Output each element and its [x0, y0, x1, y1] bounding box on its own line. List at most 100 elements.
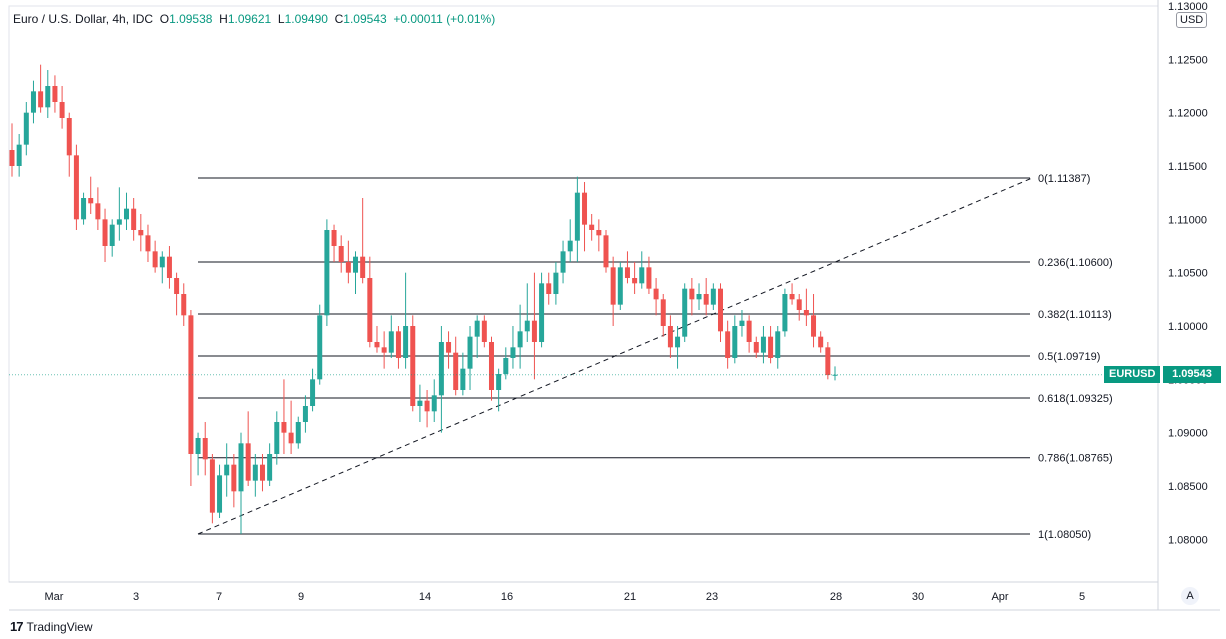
candle-body: [202, 438, 208, 460]
candle-body: [259, 464, 265, 481]
candle-body: [274, 422, 280, 454]
fib-level-label: 0.382(1.10113): [1038, 309, 1112, 321]
candle-body: [710, 288, 716, 305]
y-tick-label: 1.13000: [1168, 1, 1208, 13]
candle-body: [302, 406, 308, 422]
candle-body: [567, 240, 573, 252]
candle-body: [574, 192, 580, 241]
tradingview-logo-icon: 17: [10, 619, 24, 634]
y-tick-label: 1.09000: [1168, 428, 1208, 440]
candle-body: [818, 336, 824, 348]
candle-body: [789, 294, 795, 300]
legend-open: 1.09538: [169, 12, 213, 26]
y-tick-label: 1.08500: [1168, 481, 1208, 493]
x-tick-label: 23: [706, 591, 718, 603]
candle-body: [374, 342, 380, 348]
candle-body: [632, 278, 638, 284]
candle-body: [617, 267, 623, 305]
tradingview-logo[interactable]: 17 TradingView: [10, 619, 93, 634]
candle-body: [45, 86, 51, 108]
candle-body: [367, 278, 373, 342]
candle-body: [531, 320, 537, 342]
x-tick-label: 21: [624, 591, 636, 603]
candle-body: [639, 267, 645, 284]
candle-body: [410, 326, 416, 406]
candle-body: [424, 400, 430, 412]
candle-body: [560, 251, 566, 273]
x-tick-label: 14: [419, 591, 431, 603]
candle-body: [166, 256, 172, 278]
y-tick-label: 1.12500: [1168, 54, 1208, 66]
symbol-tag: EURUSD: [1104, 366, 1161, 383]
candle-body: [159, 256, 165, 268]
candle-body: [116, 219, 122, 225]
candle-body: [653, 288, 659, 300]
candle-body: [746, 320, 752, 342]
candle-body: [145, 235, 151, 252]
candle-body: [209, 459, 215, 513]
candle-body: [524, 320, 530, 332]
y-tick-label: 1.11500: [1168, 161, 1207, 173]
candle-body: [102, 219, 108, 246]
candle-body: [589, 224, 595, 230]
fib-level-label: 0.786(1.08765): [1038, 453, 1113, 465]
candle-body: [725, 331, 731, 358]
auto-scale-button[interactable]: A: [1181, 587, 1199, 605]
y-tick-label: 1.10000: [1168, 321, 1208, 333]
candle-body: [696, 294, 702, 300]
candle-body: [23, 112, 29, 145]
candle-body: [739, 320, 745, 326]
candle-body: [310, 379, 316, 406]
candle-body: [16, 144, 22, 166]
candle-body: [288, 432, 294, 444]
candle-body: [124, 208, 130, 220]
x-tick-label: 7: [216, 591, 222, 603]
candle-body: [474, 320, 480, 337]
candle-body: [553, 272, 559, 294]
candle-body: [488, 342, 494, 390]
candle-body: [453, 352, 459, 390]
candle-body: [59, 102, 65, 118]
candle-body: [460, 368, 466, 390]
candle-body: [381, 347, 387, 353]
candle-body: [467, 336, 473, 369]
candle-body: [252, 464, 258, 481]
candle-body: [360, 256, 366, 278]
candle-body: [825, 347, 831, 376]
candle-body: [775, 331, 781, 358]
candle-body: [624, 267, 630, 278]
candle-body: [66, 118, 72, 156]
x-tick-label: 16: [501, 591, 513, 603]
candle-body: [181, 294, 187, 316]
legend-low: 1.09490: [284, 12, 328, 26]
candle-body: [438, 342, 444, 396]
candle-body: [517, 331, 523, 348]
candle-body: [324, 230, 330, 316]
candle-body: [131, 208, 137, 230]
candle-body: [667, 326, 673, 348]
candle-body: [811, 315, 817, 337]
candle-body: [503, 358, 509, 374]
candle-body: [582, 192, 588, 225]
candle-body: [195, 438, 201, 454]
candle-body: [338, 246, 344, 262]
candle-body: [417, 400, 423, 406]
candle-body: [331, 230, 337, 246]
candle-body: [217, 475, 223, 513]
x-tick-label: Mar: [45, 591, 64, 603]
x-tick-label: Apr: [991, 591, 1008, 603]
last-price-tag: 1.09543: [1163, 366, 1221, 383]
currency-badge[interactable]: USD: [1176, 12, 1208, 28]
candle-body: [510, 347, 516, 358]
brand-name: TradingView: [26, 619, 93, 634]
candle-body: [803, 310, 809, 316]
candle-body: [9, 150, 15, 166]
candle-body: [238, 443, 244, 492]
candle-body: [138, 230, 144, 236]
legend-title: Euro / U.S. Dollar, 4h, IDC: [13, 12, 154, 26]
candle-body: [88, 198, 94, 204]
candle-body: [403, 326, 409, 358]
y-tick-label: 1.11000: [1168, 214, 1207, 226]
candle-body: [682, 288, 688, 337]
